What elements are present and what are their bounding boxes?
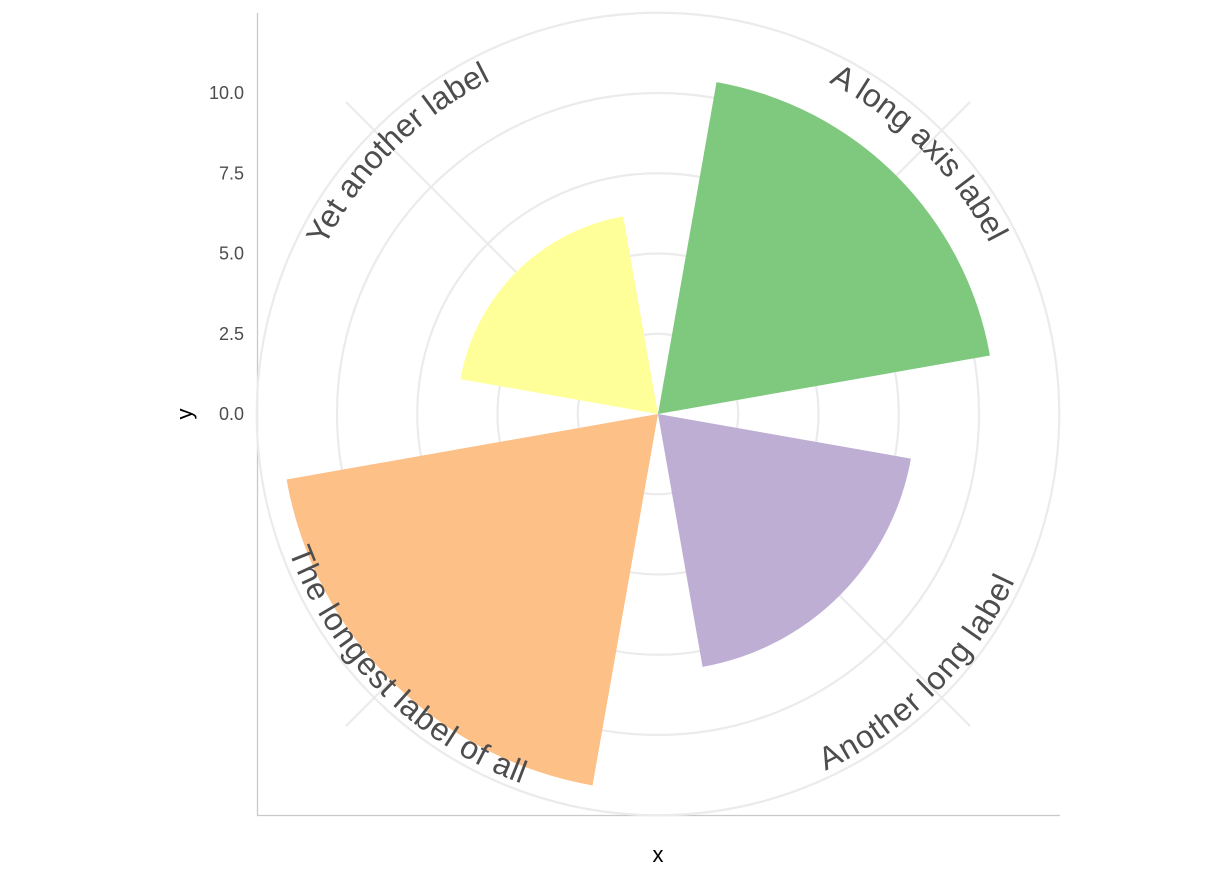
bar-wedge: [286, 414, 658, 786]
bar-wedge: [658, 82, 990, 414]
bar-wedge: [460, 216, 658, 414]
y-tick-label: 2.5: [219, 324, 244, 344]
y-tick-label: 0.0: [219, 404, 244, 424]
grid-circle: [416, 172, 900, 656]
y-tick-label: 5.0: [219, 244, 244, 264]
grid-circle: [576, 332, 740, 496]
bars: [286, 82, 990, 786]
y-tick-labels: 0.0 2.5 5.0 7.5 10.0: [209, 83, 244, 424]
y-tick-label: 10.0: [209, 83, 244, 103]
y-tick-label: 7.5: [219, 163, 244, 183]
x-axis-title: x: [653, 842, 664, 867]
grid-circle: [255, 11, 1061, 817]
y-axis-title: y: [172, 409, 197, 420]
grid-circle: [335, 91, 981, 737]
bar-wedge: [658, 414, 911, 667]
grid-circle: [496, 252, 820, 576]
